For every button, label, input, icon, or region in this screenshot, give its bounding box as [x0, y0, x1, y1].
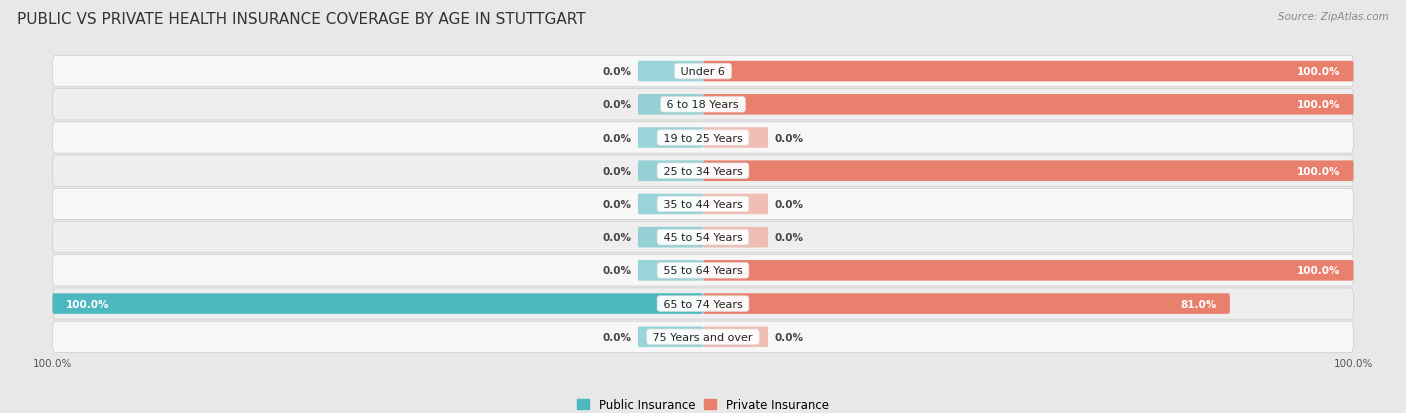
FancyBboxPatch shape [703, 128, 768, 148]
FancyBboxPatch shape [703, 327, 768, 347]
Text: 100.0%: 100.0% [1296, 266, 1340, 276]
FancyBboxPatch shape [638, 128, 703, 148]
Text: 45 to 54 Years: 45 to 54 Years [659, 233, 747, 242]
Text: 0.0%: 0.0% [602, 266, 631, 276]
Text: 55 to 64 Years: 55 to 64 Years [659, 266, 747, 276]
FancyBboxPatch shape [52, 123, 1354, 154]
FancyBboxPatch shape [52, 156, 1354, 187]
Text: 19 to 25 Years: 19 to 25 Years [659, 133, 747, 143]
Text: 35 to 44 Years: 35 to 44 Years [659, 199, 747, 209]
Text: 81.0%: 81.0% [1181, 299, 1216, 309]
FancyBboxPatch shape [638, 194, 703, 215]
Text: 100.0%: 100.0% [1296, 100, 1340, 110]
Text: 0.0%: 0.0% [602, 332, 631, 342]
Text: 0.0%: 0.0% [602, 100, 631, 110]
FancyBboxPatch shape [703, 95, 1354, 115]
FancyBboxPatch shape [52, 222, 1354, 253]
FancyBboxPatch shape [52, 189, 1354, 220]
Text: 100.0%: 100.0% [1296, 67, 1340, 77]
FancyBboxPatch shape [52, 288, 1354, 319]
FancyBboxPatch shape [703, 227, 768, 248]
Text: 65 to 74 Years: 65 to 74 Years [659, 299, 747, 309]
FancyBboxPatch shape [703, 62, 1354, 82]
Text: 100.0%: 100.0% [1296, 166, 1340, 176]
Text: 0.0%: 0.0% [602, 67, 631, 77]
FancyBboxPatch shape [638, 227, 703, 248]
Text: PUBLIC VS PRIVATE HEALTH INSURANCE COVERAGE BY AGE IN STUTTGART: PUBLIC VS PRIVATE HEALTH INSURANCE COVER… [17, 12, 585, 27]
FancyBboxPatch shape [703, 261, 1354, 281]
Text: 0.0%: 0.0% [602, 133, 631, 143]
Text: 75 Years and over: 75 Years and over [650, 332, 756, 342]
FancyBboxPatch shape [52, 255, 1354, 286]
FancyBboxPatch shape [638, 62, 703, 82]
Legend: Public Insurance, Private Insurance: Public Insurance, Private Insurance [572, 393, 834, 413]
FancyBboxPatch shape [703, 294, 1230, 314]
Text: 0.0%: 0.0% [602, 233, 631, 242]
FancyBboxPatch shape [638, 261, 703, 281]
Text: 0.0%: 0.0% [775, 133, 804, 143]
Text: Source: ZipAtlas.com: Source: ZipAtlas.com [1278, 12, 1389, 22]
Text: 0.0%: 0.0% [602, 199, 631, 209]
Text: 25 to 34 Years: 25 to 34 Years [659, 166, 747, 176]
Text: 0.0%: 0.0% [775, 233, 804, 242]
FancyBboxPatch shape [52, 90, 1354, 121]
Text: 6 to 18 Years: 6 to 18 Years [664, 100, 742, 110]
FancyBboxPatch shape [638, 95, 703, 115]
FancyBboxPatch shape [52, 294, 703, 314]
FancyBboxPatch shape [52, 56, 1354, 88]
Text: 100.0%: 100.0% [66, 299, 110, 309]
FancyBboxPatch shape [703, 194, 768, 215]
Text: 0.0%: 0.0% [775, 199, 804, 209]
Text: 0.0%: 0.0% [602, 166, 631, 176]
FancyBboxPatch shape [638, 161, 703, 182]
Text: Under 6: Under 6 [678, 67, 728, 77]
FancyBboxPatch shape [638, 327, 703, 347]
FancyBboxPatch shape [703, 161, 1354, 182]
FancyBboxPatch shape [52, 321, 1354, 353]
Text: 0.0%: 0.0% [775, 332, 804, 342]
